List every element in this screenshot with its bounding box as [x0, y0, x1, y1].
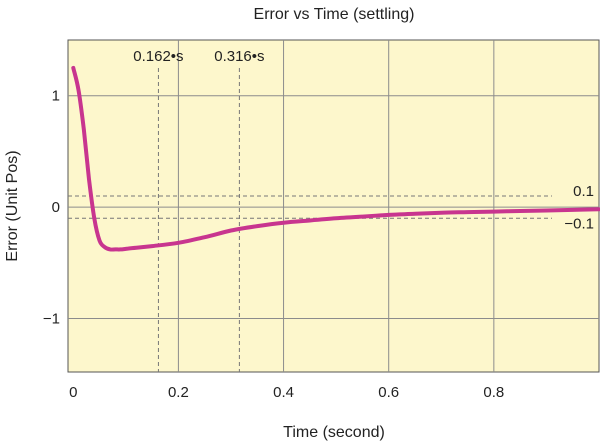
- y-tick-label: −1: [43, 311, 60, 328]
- tolerance-band-label: 0.1: [573, 183, 594, 200]
- y-tick-labels: 1 0 −1: [43, 88, 60, 328]
- error-curve: [71, 65, 600, 252]
- chart-title: Error vs Time (settling): [254, 6, 415, 23]
- x-tick-labels: 0 0.2 0.4 0.6 0.8: [69, 384, 504, 401]
- x-tick-label: 0.6: [378, 384, 399, 401]
- x-tick-label: 0.2: [168, 384, 189, 401]
- x-axis-label: Time (second): [283, 424, 385, 441]
- plot-area: [67, 39, 600, 373]
- settling-time-label: 0.162•s: [133, 48, 183, 65]
- y-tick-label: 1: [52, 88, 60, 105]
- settling-time-label: 0.316•s: [214, 48, 264, 65]
- grid-lines: [68, 40, 599, 372]
- y-axis-label: Error (Unit Pos): [4, 150, 21, 261]
- x-tick-label: 0.8: [483, 384, 504, 401]
- reference-lines: 0.1 −0.1 0.162•s 0.316•s: [68, 48, 594, 372]
- y-tick-label: 0: [52, 199, 60, 216]
- x-tick-label: 0: [69, 384, 77, 401]
- tolerance-band-label: −0.1: [564, 215, 594, 232]
- series-layer: [71, 65, 600, 252]
- x-tick-label: 0.4: [273, 384, 294, 401]
